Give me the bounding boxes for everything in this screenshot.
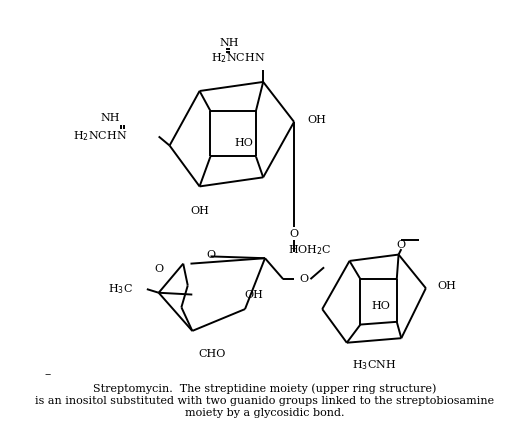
Text: O: O — [397, 239, 406, 250]
Text: OH: OH — [438, 281, 456, 292]
Text: OH: OH — [308, 115, 326, 125]
Text: OH: OH — [244, 290, 263, 299]
Text: NH: NH — [100, 113, 120, 123]
Text: Streptomycin.  The streptidine moiety (upper ring structure): Streptomycin. The streptidine moiety (up… — [93, 384, 437, 394]
Text: O: O — [154, 264, 163, 274]
Text: O: O — [289, 229, 298, 239]
Text: is an inositol substituted with two guanido groups linked to the streptobiosamin: is an inositol substituted with two guan… — [36, 396, 494, 406]
Text: O: O — [299, 274, 308, 284]
Text: HO: HO — [372, 301, 391, 311]
Text: HO: HO — [235, 138, 253, 148]
Text: H$_2$NCHN: H$_2$NCHN — [210, 52, 265, 65]
Text: HOH$_2$C: HOH$_2$C — [288, 243, 331, 257]
Text: H$_3$C: H$_3$C — [108, 282, 133, 296]
Text: –: – — [44, 368, 50, 381]
Text: H$_2$NCHN: H$_2$NCHN — [73, 130, 127, 143]
Text: H$_3$CNH: H$_3$CNH — [352, 358, 396, 372]
Text: moiety by a glycosidic bond.: moiety by a glycosidic bond. — [186, 408, 344, 418]
Text: CHO: CHO — [199, 349, 226, 359]
Text: NH: NH — [220, 38, 240, 48]
Text: O: O — [206, 250, 215, 260]
Text: OH: OH — [190, 206, 209, 217]
